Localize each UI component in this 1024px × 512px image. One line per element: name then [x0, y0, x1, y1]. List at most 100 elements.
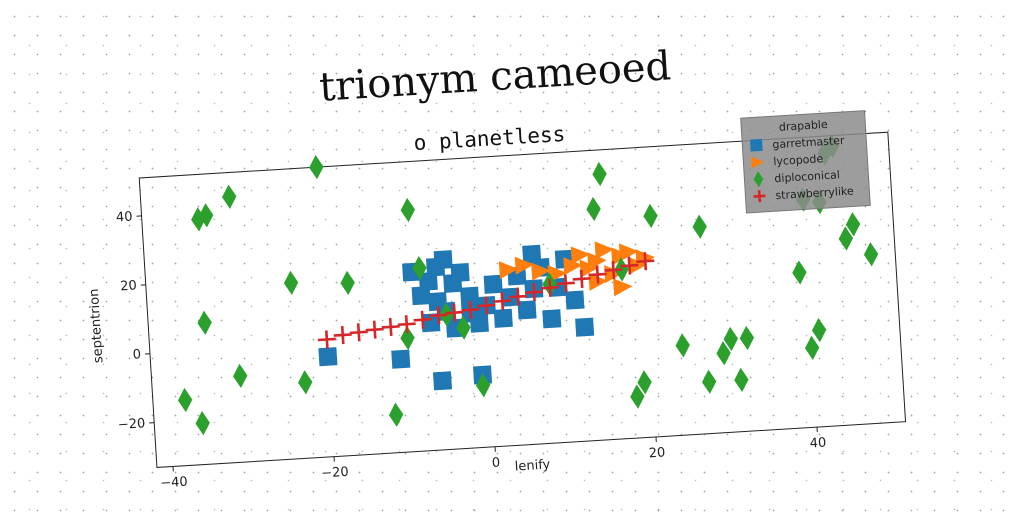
data-point-garretmaster — [565, 290, 585, 310]
data-point-strawberrylike — [524, 283, 544, 302]
data-point-strawberrylike — [349, 323, 368, 342]
data-point-lycopode — [594, 241, 615, 260]
data-point-diploconical — [283, 270, 299, 295]
x-tick-label: −40 — [160, 475, 188, 492]
data-point-strawberrylike — [604, 260, 623, 280]
data-point-diploconical — [195, 411, 210, 436]
data-point-garretmaster — [318, 347, 338, 367]
data-point-diploconical — [692, 214, 707, 239]
data-point-strawberrylike — [429, 306, 448, 325]
data-point-diploconical — [197, 310, 212, 335]
data-point-diploconical — [637, 370, 652, 395]
data-point-diploconical — [400, 325, 415, 351]
data-point-diploconical — [863, 242, 879, 267]
x-axis-label: lenify — [514, 457, 551, 474]
data-point-garretmaster — [418, 271, 438, 291]
data-point-garretmaster — [432, 371, 453, 391]
y-tick-label: 40 — [116, 209, 133, 225]
data-marks — [177, 133, 879, 436]
data-point-diploconical — [792, 260, 807, 285]
data-point-diploconical — [716, 341, 731, 366]
chart-subtitle: o planetless — [413, 122, 566, 155]
data-point-lycopode — [618, 243, 639, 262]
data-point-garretmaster — [450, 262, 470, 283]
data-point-garretmaster — [391, 349, 411, 369]
data-point-strawberrylike — [509, 287, 528, 306]
x-tick-label: 0 — [491, 456, 500, 471]
data-point-garretmaster — [542, 309, 562, 329]
data-point-strawberrylike — [365, 320, 384, 339]
series-diploconical — [177, 133, 879, 436]
legend-marker-strawberrylike — [753, 190, 766, 203]
data-point-strawberrylike — [477, 296, 496, 315]
data-point-diploconical — [475, 373, 491, 398]
data-point-strawberrylike — [588, 265, 607, 284]
data-point-garretmaster — [517, 300, 537, 320]
data-point-diploconical — [222, 184, 237, 209]
data-point-strawberrylike — [445, 303, 464, 322]
legend-marker-garretmaster — [750, 138, 763, 152]
data-point-lycopode — [514, 256, 535, 275]
legend-label-strawberrylike: strawberrylike — [775, 184, 854, 202]
data-point-garretmaster — [493, 308, 513, 328]
data-point-garretmaster — [483, 274, 503, 294]
data-point-lycopode — [570, 246, 591, 265]
data-point-strawberrylike — [317, 330, 336, 349]
legend-title: drapable — [779, 118, 829, 134]
plot-frame — [138, 131, 907, 468]
data-point-strawberrylike — [413, 310, 432, 329]
data-point-garretmaster — [411, 286, 431, 306]
data-point-diploconical — [233, 363, 248, 389]
data-point-diploconical — [309, 155, 324, 180]
data-point-diploconical — [702, 369, 717, 394]
x-tick-label: −20 — [321, 465, 349, 482]
data-point-diploconical — [845, 212, 861, 237]
data-point-diploconical — [177, 387, 193, 413]
data-point-diploconical — [586, 196, 601, 222]
y-tick-label: 20 — [120, 278, 137, 294]
data-point-garretmaster — [433, 250, 453, 270]
data-point-garretmaster — [421, 313, 441, 333]
data-point-garretmaster — [460, 286, 480, 306]
data-point-diploconical — [630, 384, 645, 409]
data-point-garretmaster — [575, 317, 595, 337]
data-point-diploconical — [811, 317, 827, 343]
legend: drapablegarretmasterlycopodediploconical… — [740, 110, 871, 214]
data-point-lycopode — [587, 252, 607, 271]
legend-label-lycopode: lycopode — [773, 152, 824, 168]
y-tick-label: 0 — [132, 347, 141, 362]
legend-label-diploconical: diploconical — [774, 168, 840, 185]
data-point-lycopode — [563, 257, 583, 276]
data-point-strawberrylike — [461, 300, 480, 319]
data-point-lycopode — [531, 262, 551, 281]
data-point-diploconical — [838, 226, 854, 251]
data-point-diploconical — [388, 402, 404, 427]
data-point-diploconical — [734, 367, 749, 392]
y-axis-label: septentrion — [87, 288, 107, 363]
data-point-diploconical — [400, 197, 416, 223]
data-point-strawberrylike — [556, 274, 575, 293]
data-point-diploconical — [340, 270, 355, 295]
data-point-strawberrylike — [540, 278, 559, 297]
data-point-strawberrylike — [572, 269, 591, 288]
data-point-diploconical — [723, 326, 738, 352]
data-point-strawberrylike — [620, 256, 639, 275]
data-point-strawberrylike — [397, 315, 416, 334]
data-point-diploconical — [675, 333, 690, 358]
data-point-diploconical — [643, 203, 658, 229]
y-tick-label: −20 — [117, 416, 145, 433]
data-point-garretmaster — [469, 313, 489, 333]
legend-marker-diploconical — [753, 171, 764, 188]
data-point-lycopode — [498, 261, 519, 280]
chart-title: trionym cameoed — [318, 43, 672, 110]
data-point-strawberrylike — [636, 252, 655, 271]
x-tick-label: 20 — [648, 445, 665, 461]
data-point-diploconical — [298, 370, 313, 395]
data-point-diploconical — [804, 335, 820, 360]
legend-label-garretmaster: garretmaster — [772, 134, 845, 151]
data-point-strawberrylike — [381, 317, 400, 336]
legend-marker-lycopode — [751, 156, 765, 169]
